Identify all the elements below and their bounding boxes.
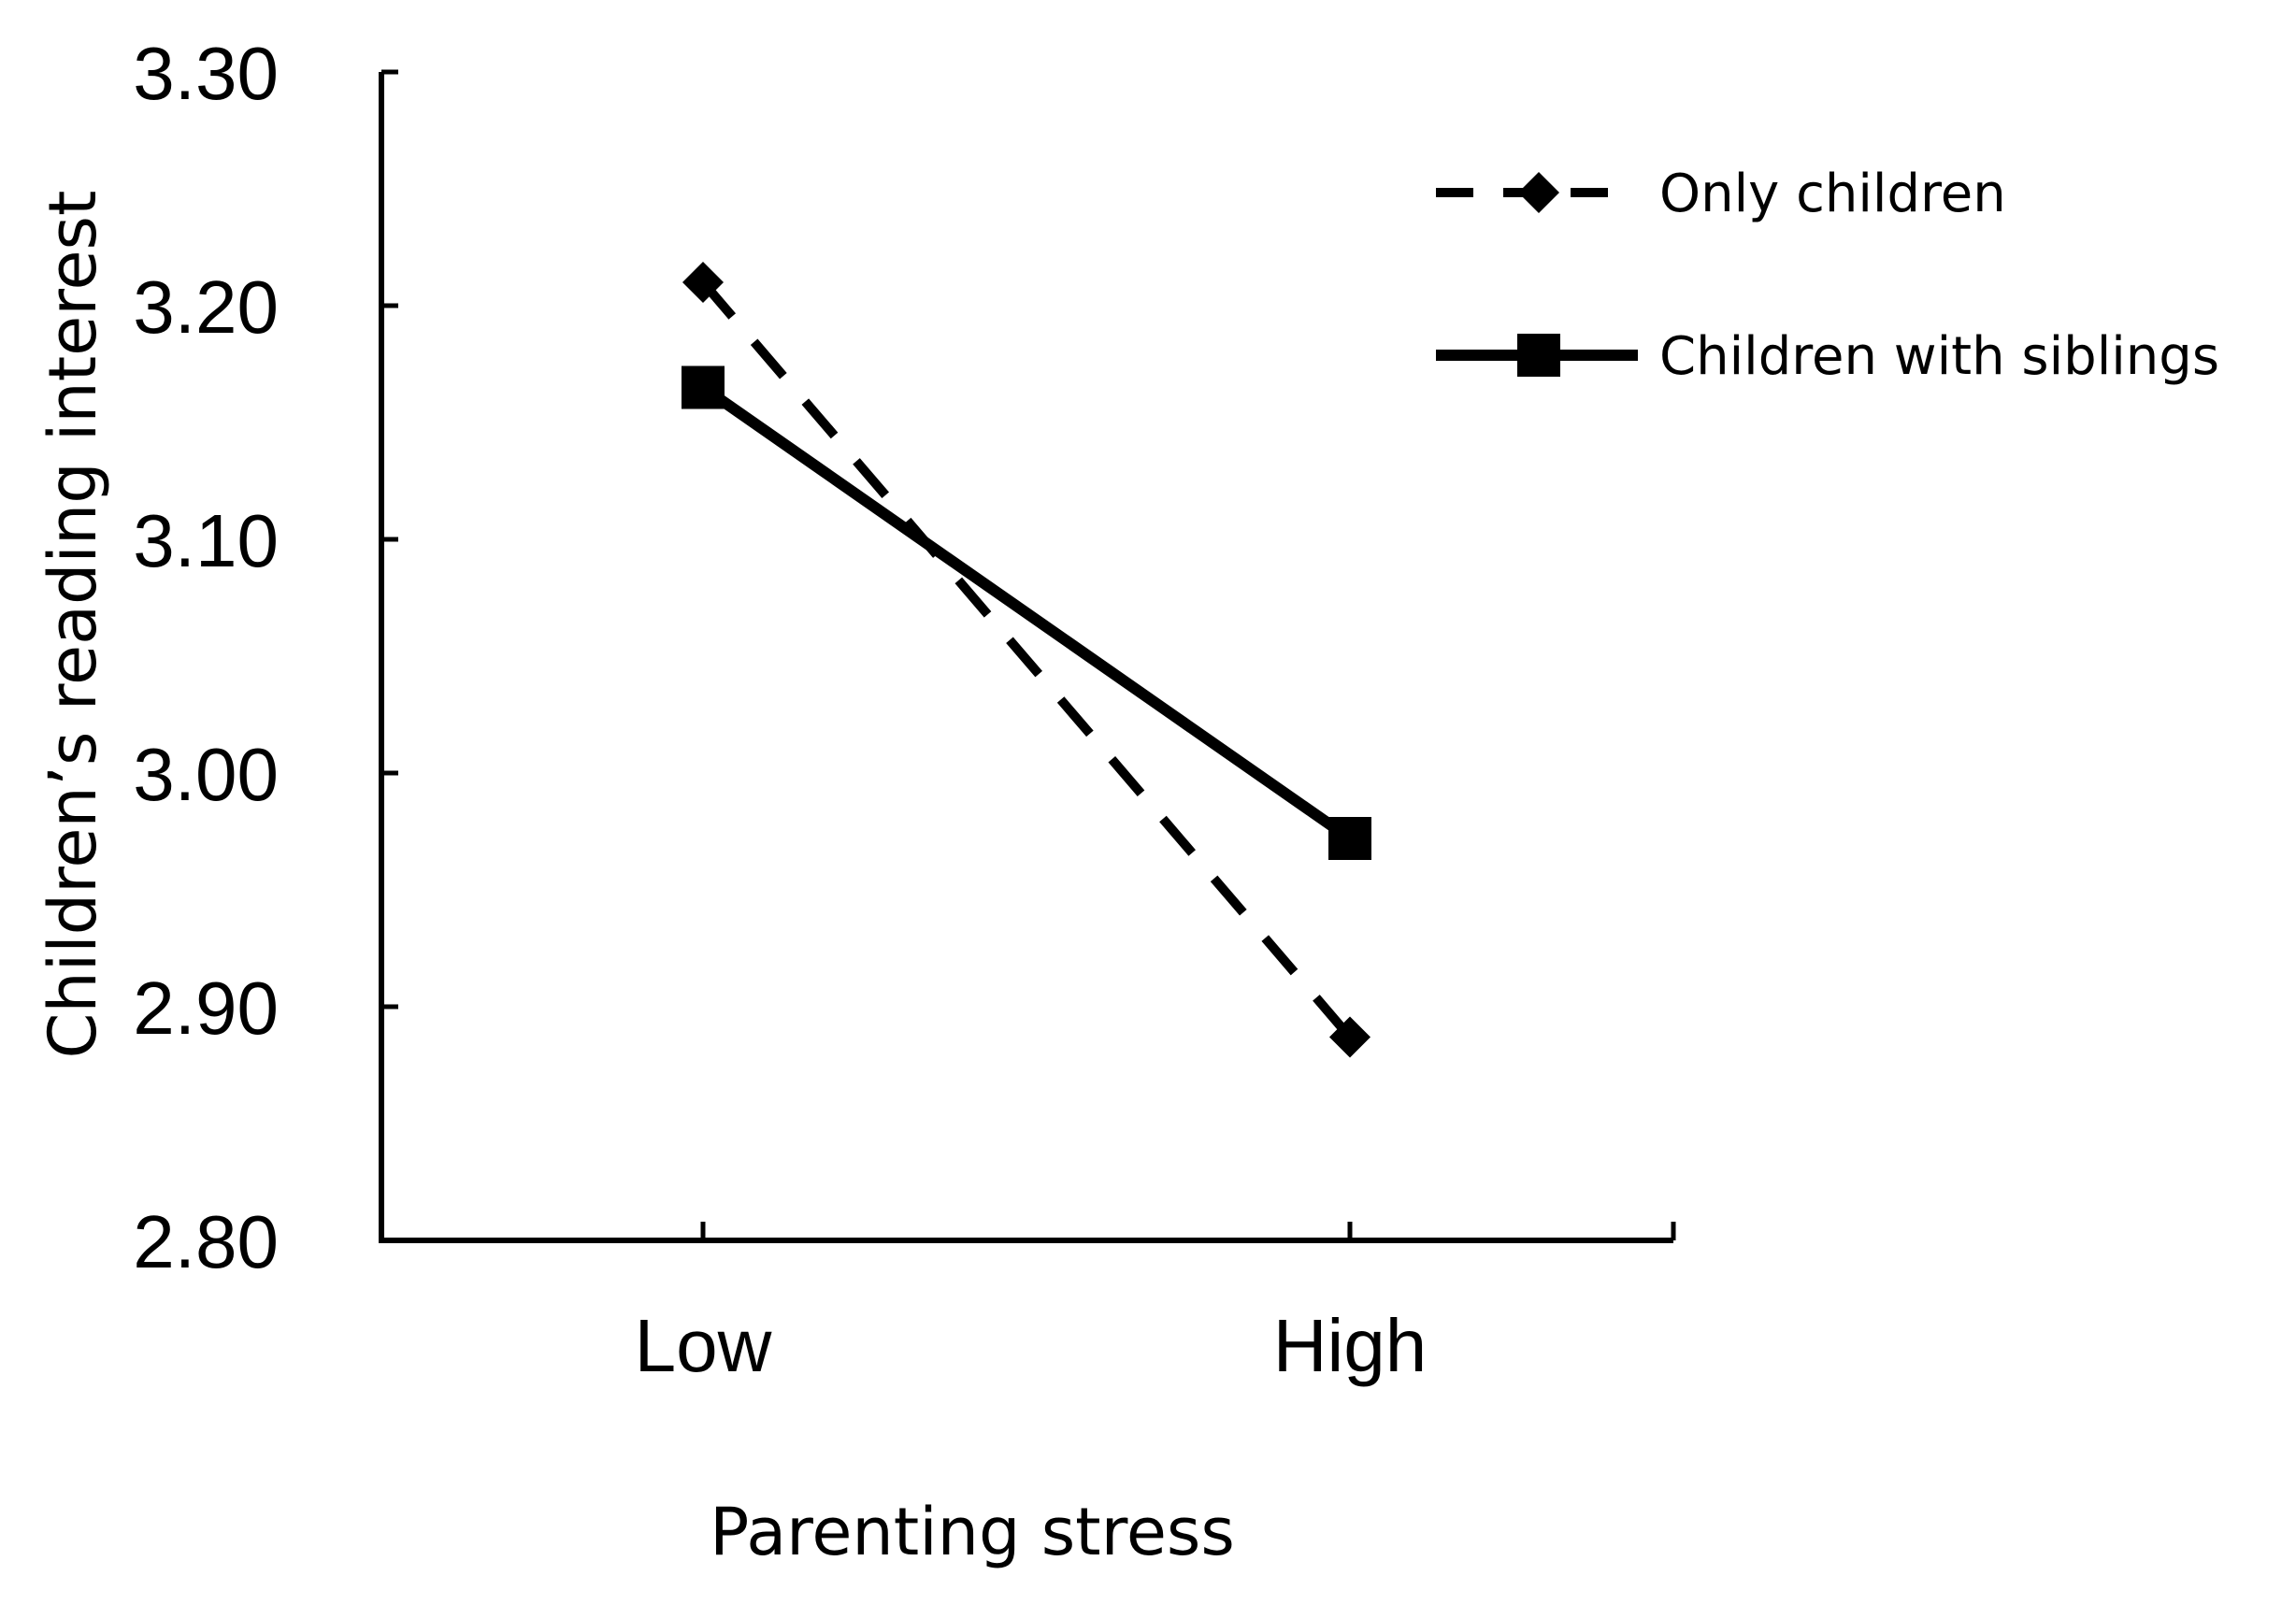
y-tick-label: 3.00 [133,733,279,816]
series-line [699,382,1354,843]
legend-label: Children with siblings [1659,326,2219,387]
y-tick-label: 2.80 [133,1200,279,1283]
data-point [1328,817,1371,860]
legend-marker [1518,172,1559,213]
data-point [1329,1016,1370,1058]
x-tick-labels: Low High [635,1304,1428,1387]
y-tick-label: 3.30 [133,32,279,115]
data-point [682,262,724,303]
y-tick-label: 3.10 [133,499,279,582]
x-tick-label: High [1273,1304,1428,1387]
y-tick-label: 3.20 [133,265,279,349]
legend-marker [1517,334,1560,377]
series-line [699,279,1354,1040]
y-axis-title: Children’s reading interest [35,191,111,1059]
x-axis-title: Parenting stress [710,1494,1235,1570]
series-only-children [682,262,1370,1058]
legend-label: Only children [1659,164,2006,224]
data-point [682,365,725,409]
legend-item: Children with siblings [1436,326,2219,387]
series-group [682,262,1371,1058]
y-tick-label: 2.90 [133,967,279,1050]
legend: Only children Children with siblings [1436,164,2219,387]
legend-item: Only children [1436,164,2006,224]
y-tick-labels: 2.80 2.90 3.00 3.10 3.20 3.30 [133,32,279,1283]
x-tick-label: Low [635,1304,772,1387]
axes [379,69,1676,1243]
series-children-with-siblings [682,365,1371,860]
